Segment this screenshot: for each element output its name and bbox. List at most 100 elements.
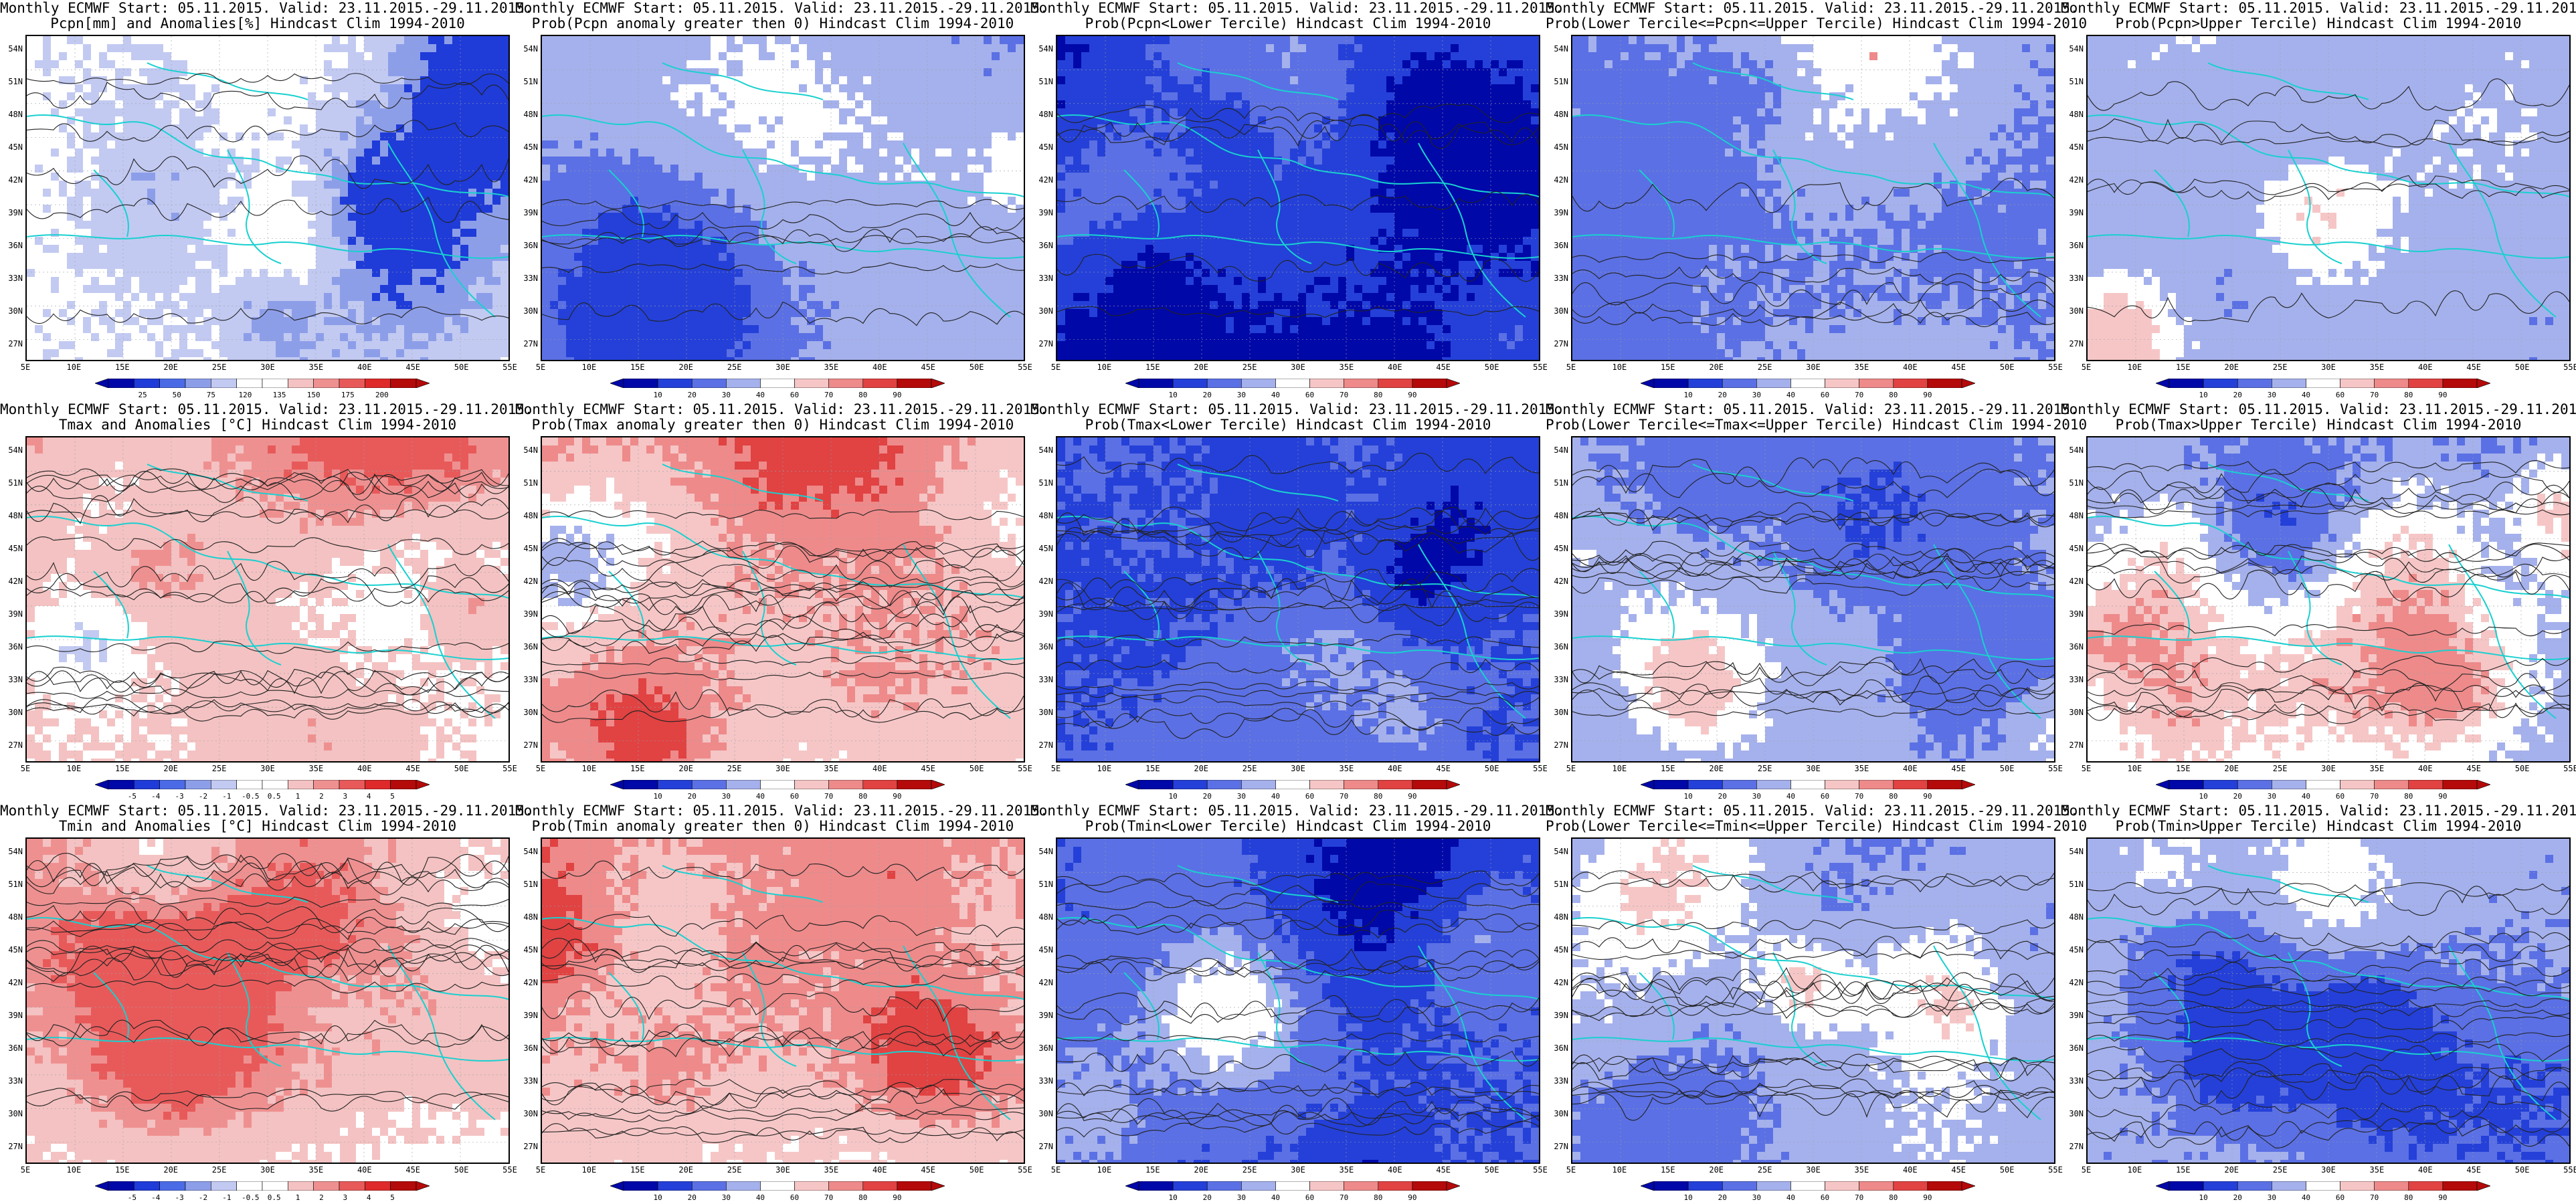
- shaded-field: [27, 36, 509, 360]
- isoline: [2088, 460, 2569, 476]
- latitude-tick-label: 54N: [2063, 44, 2084, 54]
- coastline: [2207, 464, 2369, 502]
- coastline: [1692, 62, 1854, 100]
- isoline: [2088, 669, 2569, 692]
- longitude-tick-label: 35E: [1340, 1165, 1354, 1175]
- isoline: [2088, 940, 2569, 963]
- latitude-tick-label: 54N: [1548, 44, 1568, 54]
- colorbar-swatch: [1309, 1181, 1344, 1191]
- colorbar-tick-label: 40: [1786, 1193, 1795, 1202]
- longitude-tick-label: 15E: [1145, 764, 1160, 773]
- latitude-tick-label: 27N: [3, 339, 23, 348]
- latitude-tick-label: 30N: [2063, 1109, 2084, 1118]
- latitude-tick-label: 36N: [1033, 1043, 1053, 1053]
- colorbar-tick-label: 20: [1718, 391, 1727, 399]
- coastline: [2207, 865, 2369, 903]
- longitude-tick-label: 5E: [1051, 764, 1061, 773]
- latitude-tick-label: 48N: [1548, 110, 1568, 119]
- longitude-tick-label: 55E: [2563, 1165, 2576, 1175]
- colorbar-tick-label: 90: [1923, 792, 1932, 801]
- longitude-tick-label: 15E: [115, 1165, 130, 1175]
- coastline: [1057, 1037, 1539, 1062]
- isoline: [27, 640, 509, 654]
- isoline: [542, 209, 1024, 233]
- colorbar-tick-label: 70: [824, 391, 833, 399]
- latitude-tick-label: 33N: [518, 274, 538, 283]
- colorbar-swatch: [2272, 1181, 2306, 1191]
- longitude-tick-label: 30E: [260, 764, 275, 773]
- latitude-tick-label: 27N: [518, 339, 538, 348]
- isoline: [1572, 977, 2054, 1003]
- longitude-tick-label: 5E: [1566, 764, 1576, 773]
- latitude-tick-label: 42N: [518, 978, 538, 987]
- colorbar-tick-label: 70: [1340, 1193, 1348, 1202]
- colorbar: [1125, 1181, 1460, 1191]
- coastline: [1572, 515, 2054, 599]
- isoline: [27, 1088, 509, 1104]
- latitude-tick-label: 51N: [2063, 77, 2084, 86]
- colorbar-swatch: [2306, 780, 2340, 789]
- colorbar-swatch: [159, 1181, 186, 1191]
- colorbar-swatch: [691, 1181, 727, 1191]
- colorbar-swatch: [2374, 780, 2409, 789]
- latitude-tick-label: 27N: [2063, 339, 2084, 348]
- colorbar-tick-label: -5: [128, 792, 136, 801]
- isoline: [27, 197, 509, 223]
- coastline: [1639, 169, 1675, 237]
- isoline: [542, 656, 1024, 666]
- longitude-tick-label: 35E: [1340, 363, 1354, 372]
- latitude-tick-label: 39N: [2063, 1011, 2084, 1020]
- colorbar-tick-label: 1: [296, 792, 300, 801]
- isoline: [1057, 452, 1539, 474]
- isoline: [1057, 707, 1539, 731]
- map-plot-area: [541, 436, 1025, 763]
- latitude-tick-label: 36N: [3, 1043, 23, 1053]
- isoline: [1572, 977, 2054, 1015]
- isoline: [1572, 575, 2054, 596]
- latitude-tick-label: 36N: [1548, 1043, 1568, 1053]
- isoline: [1057, 1098, 1539, 1126]
- longitude-tick-label: 50E: [454, 764, 469, 773]
- coastline: [2088, 515, 2569, 599]
- coastline: [1123, 972, 1160, 1040]
- colorbar-swatch: [897, 780, 932, 789]
- longitude-tick-label: 40E: [872, 764, 887, 773]
- coastline: [1772, 149, 1827, 264]
- colorbar-swatch: [1138, 780, 1174, 789]
- colorbar-tick-label: 20: [688, 391, 697, 399]
- coastline: [2288, 149, 2342, 264]
- colorbar-tick-label: 60: [1821, 391, 1829, 399]
- colorbar-swatch: [1927, 1181, 1962, 1191]
- isoline: [542, 543, 1024, 569]
- colorbar-swatch: [1859, 1181, 1894, 1191]
- isoline: [542, 1023, 1024, 1053]
- colorbar-tick-label: 20: [1718, 792, 1727, 801]
- isoline: [1572, 1057, 2054, 1082]
- isoline: [2088, 882, 2569, 897]
- latitude-tick-label: 42N: [3, 577, 23, 586]
- isoline: [1572, 509, 2054, 528]
- colorbar-swatch: [1172, 379, 1208, 388]
- isoline: [542, 991, 1024, 1022]
- colorbar-tick-label: 20: [1203, 391, 1212, 399]
- latitude-tick-label: 30N: [1548, 708, 1568, 717]
- colorbar-swatch: [1138, 1181, 1174, 1191]
- latitude-tick-label: 54N: [2063, 847, 2084, 856]
- latitude-tick-label: 51N: [1033, 478, 1053, 488]
- forecast-panel: Monthly ECMWF Start: 05.11.2015. Valid: …: [515, 803, 1048, 1204]
- isoline: [542, 954, 1024, 972]
- colorbar-tick-label: 30: [722, 391, 731, 399]
- latitude-tick-label: 33N: [1548, 675, 1568, 684]
- latitude-tick-label: 36N: [518, 1043, 538, 1053]
- colorbar: [610, 379, 945, 388]
- colorbar-tick-label: 20: [1718, 1193, 1727, 1202]
- isoline: [1572, 1089, 2054, 1121]
- panel-title-line1: Monthly ECMWF Start: 05.11.2015. Valid: …: [515, 0, 1048, 17]
- longitude-tick-label: 50E: [1485, 1165, 1499, 1175]
- latitude-tick-label: 27N: [1033, 1142, 1053, 1151]
- colorbar-tick-label: 40: [756, 792, 765, 801]
- colorbar-tick-label: 30: [722, 792, 731, 801]
- isoline: [1572, 502, 2054, 534]
- latitude-tick-label: 27N: [3, 1142, 23, 1151]
- latitude-tick-label: 30N: [1033, 1109, 1053, 1118]
